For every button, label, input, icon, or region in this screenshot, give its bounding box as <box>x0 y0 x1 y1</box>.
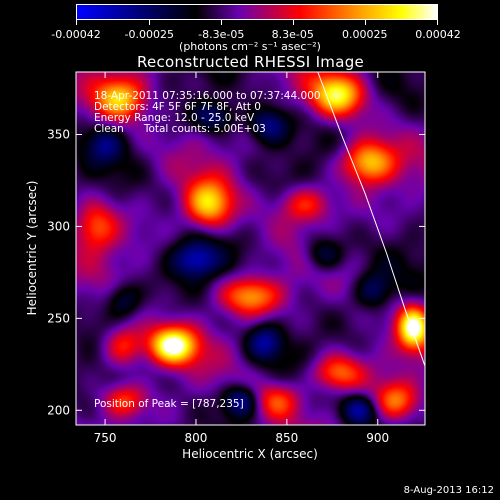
y-axis-title: Heliocentric Y (arcsec) <box>25 181 39 316</box>
colorbar-tick-mark <box>364 20 366 25</box>
colorbar-tick-mark <box>221 20 223 25</box>
x-axis-title: Heliocentric X (arcsec) <box>182 447 318 461</box>
y-tick-label: 200 <box>47 403 70 417</box>
x-tick-label: 850 <box>275 431 298 445</box>
colorbar-tick-label: -0.00042 <box>51 28 101 41</box>
y-tick-label: 300 <box>47 219 70 233</box>
colorbar-tick-label: 0.00042 <box>415 28 461 41</box>
plot-overlay: 18-Apr-2011 07:35:16.000 to 07:37:44.000… <box>94 71 426 410</box>
colorbar <box>76 4 438 20</box>
x-tick-label: 750 <box>94 431 117 445</box>
colorbar-tick-label: 8.3e-05 <box>271 28 314 41</box>
y-tick-label: 350 <box>47 128 70 142</box>
y-tick-label: 250 <box>47 311 70 325</box>
annotation-clean: Clean Total counts: 5.00E+03 <box>94 123 266 135</box>
colorbar-tick-mark <box>149 20 151 25</box>
plot-title: Reconstructed RHESSI Image <box>136 53 365 71</box>
colorbar-tick-label: 0.00025 <box>341 28 388 41</box>
colorbar-tick-mark <box>76 20 77 25</box>
annotation-peak: Position of Peak = [787,235] <box>94 398 244 410</box>
footer-date: 8-Aug-2013 16:12 <box>403 485 494 496</box>
x-tick-label: 800 <box>185 431 208 445</box>
colorbar-gradient <box>77 5 437 19</box>
solar-limb-line <box>317 71 426 367</box>
colorbar-tick-mark <box>292 20 294 25</box>
x-tick-label: 900 <box>366 431 389 445</box>
colorbar-tick-mark <box>437 20 438 25</box>
colorbar-tick-label: -0.00025 <box>124 28 174 41</box>
plot-area: 18-Apr-2011 07:35:16.000 to 07:37:44.000… <box>76 71 426 425</box>
colorbar-tick-label: -8.3e-05 <box>198 28 245 41</box>
colorbar-units: (photons cm⁻² s⁻¹ asec⁻²) <box>179 40 321 53</box>
